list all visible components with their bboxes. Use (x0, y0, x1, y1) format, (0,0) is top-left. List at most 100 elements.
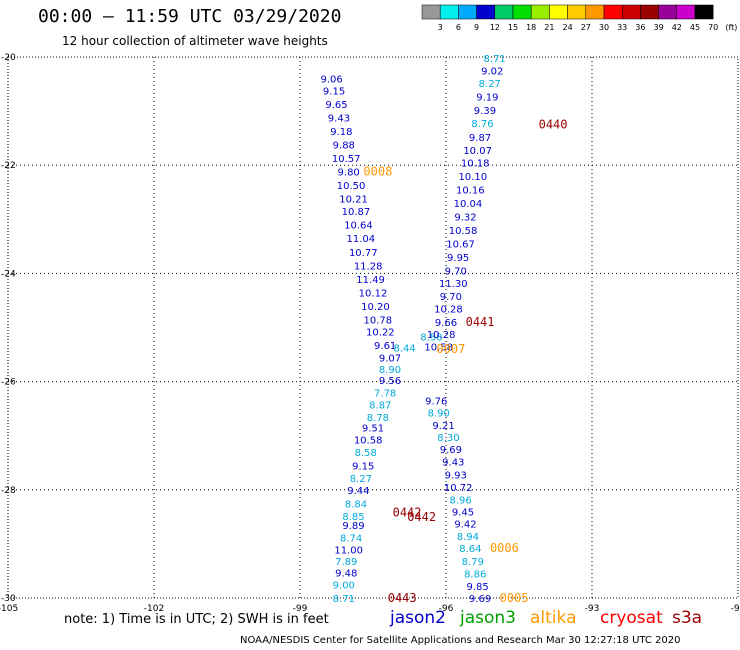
color-scale-swatch (694, 4, 714, 20)
wave-height-label: 8.86 (464, 570, 486, 581)
wave-height-label: 9.43 (442, 458, 464, 469)
wave-height-label: 9.56 (379, 376, 401, 387)
color-scale-swatch (512, 4, 532, 20)
wave-height-label: 9.70 (445, 267, 467, 278)
wave-height-label: 9.76 (425, 397, 447, 408)
color-scale-label: 18 (526, 23, 536, 32)
wave-height-label: 9.02 (481, 67, 503, 78)
color-scale-label: 15 (508, 23, 518, 32)
wave-height-label: 8.74 (340, 533, 362, 544)
wave-height-label: 11.30 (439, 279, 468, 290)
wave-height-label: 10.16 (456, 186, 485, 197)
color-scale-swatch (603, 4, 623, 20)
legend-cryosat: cryosat (600, 608, 663, 628)
color-scale-label: 9 (474, 23, 479, 32)
color-scale-label: 30 (599, 23, 609, 32)
orbit-label: 0006 (490, 541, 519, 555)
wave-height-label: 7.89 (335, 557, 357, 568)
y-tick-label: -28 (1, 486, 16, 496)
color-scale-swatch (421, 4, 441, 20)
wave-height-label: 8.58 (355, 448, 377, 459)
color-scale-swatch (640, 4, 659, 20)
wave-height-label: 9.39 (474, 106, 496, 117)
x-tick-label: -90 (731, 604, 740, 614)
x-tick-label: -96 (439, 604, 454, 614)
wave-height-label: 8.87 (369, 400, 391, 411)
y-tick-label: -30 (1, 594, 16, 604)
wave-height-label: 9.18 (330, 127, 352, 138)
wave-height-label: 9.44 (347, 486, 369, 497)
x-tick-label: -99 (293, 604, 308, 614)
legend-jason2: jason2 (390, 608, 446, 628)
wave-height-label: 8.71 (333, 594, 355, 605)
color-scale-label: 36 (635, 23, 645, 32)
wave-height-label: 8.30 (437, 433, 459, 444)
orbit-label: 0007 (436, 342, 465, 356)
wave-height-label: 9.15 (352, 461, 374, 472)
wave-height-label: 10.87 (342, 207, 371, 218)
wave-height-label: 9.48 (335, 569, 357, 580)
wave-height-label: 8.96 (449, 496, 471, 507)
color-scale-label: 12 (490, 23, 500, 32)
color-scale-label: 70 (708, 23, 718, 32)
wave-height-label: 8.27 (350, 474, 372, 485)
wave-height-label: 9.15 (323, 87, 345, 98)
wave-height-label: 8.78 (367, 413, 389, 424)
wave-height-label: 10.72 (444, 483, 473, 494)
note-text: note: 1) Time is in UTC; 2) SWH is in fe… (64, 612, 329, 627)
legend-s3a: s3a (672, 608, 703, 628)
wave-height-label: 10.12 (359, 288, 388, 299)
color-scale-label: 6 (456, 23, 461, 32)
orbit-label: 0442 (393, 506, 422, 520)
wave-height-label: 10.21 (339, 195, 368, 206)
legend-jason3: jason3 (460, 608, 516, 628)
color-scale-swatch (567, 4, 587, 20)
wave-height-label: 10.18 (461, 158, 490, 169)
wave-height-label: 10.28 (434, 305, 463, 316)
wave-height-label: 10.77 (349, 248, 378, 259)
orbit-label: 0005 (500, 591, 529, 605)
wave-height-label: 8.71 (484, 54, 506, 65)
wave-height-label: 9.89 (342, 521, 364, 532)
color-scale-label: 45 (690, 23, 700, 32)
color-scale-swatch (676, 4, 696, 20)
color-scale-swatch (458, 4, 477, 20)
x-tick-label: -93 (585, 604, 600, 614)
wave-height-label: 10.20 (361, 302, 390, 313)
wave-height-label: 8.94 (457, 532, 479, 543)
wave-height-label: 9.42 (454, 519, 476, 530)
wave-height-label: 10.78 (364, 315, 393, 326)
wave-height-label: 11.49 (356, 275, 385, 286)
wave-height-label: 10.07 (463, 146, 492, 157)
wave-height-label: 8.85 (342, 512, 364, 523)
wave-height-label: 9.85 (467, 582, 489, 593)
wave-height-label: 9.87 (469, 133, 491, 144)
wave-height-label: 9.19 (476, 92, 498, 103)
chart-title: 00:00 – 11:59 UTC 03/29/2020 (38, 6, 342, 27)
y-tick-label: -22 (1, 161, 16, 171)
wave-height-label: 8.90 (379, 365, 401, 376)
wave-height-label: 9.88 (333, 141, 355, 152)
wave-height-label: 9.93 (445, 471, 467, 482)
color-scale-label: 42 (672, 23, 682, 32)
color-scale-swatch (530, 4, 550, 20)
color-scale-label: 21 (544, 23, 554, 32)
wave-height-label: 9.69 (469, 594, 491, 605)
color-scale-swatch (476, 4, 496, 20)
wave-height-label: 10.64 (344, 221, 373, 232)
color-scale-label: 3 (438, 23, 443, 32)
wave-height-label: 9.95 (447, 253, 469, 264)
wave-height-label: 9.06 (321, 75, 343, 86)
wave-height-label: 8.27 (479, 79, 501, 90)
color-scale-label: 27 (581, 23, 591, 32)
footer-credit: NOAA/NESDIS Center for Satellite Applica… (240, 635, 681, 646)
wave-height-label: 9.61 (374, 341, 396, 352)
wave-height-label: 9.00 (333, 580, 355, 591)
wave-height-label: 11.04 (347, 234, 376, 245)
chart-subtitle: 12 hour collection of altimeter wave hei… (62, 34, 328, 48)
wave-height-label: 10.58 (449, 226, 478, 237)
wave-height-label: 8.58 (420, 333, 442, 344)
color-scale-swatch (585, 4, 605, 20)
legend-altika: altika (530, 608, 577, 628)
